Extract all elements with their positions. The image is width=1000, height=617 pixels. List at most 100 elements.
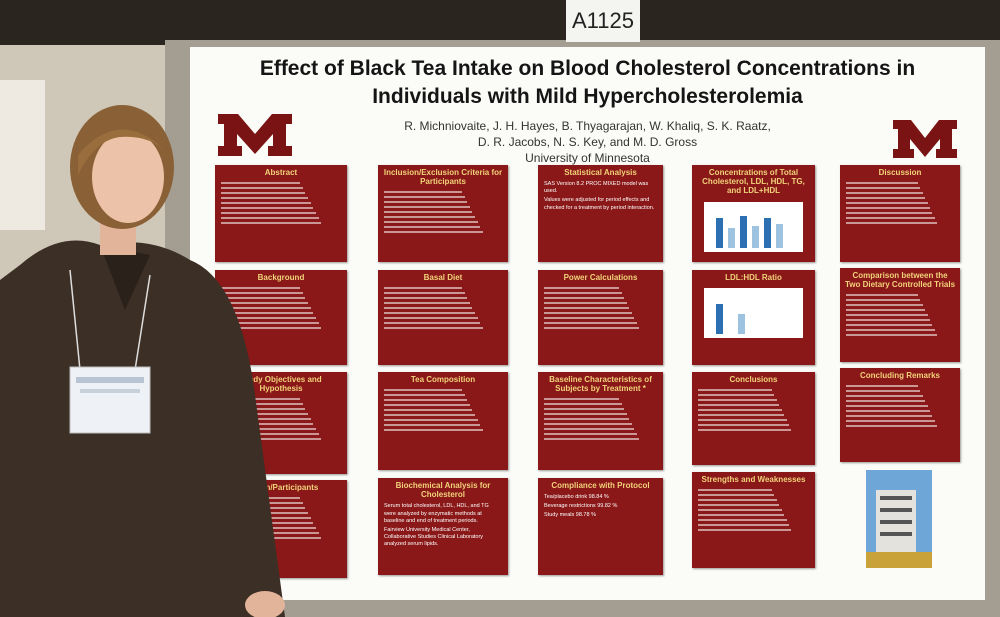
text-line [544,307,629,310]
panel-title: LDL:HDL Ratio [725,273,782,282]
text-line [221,428,317,431]
chart-image [704,201,803,252]
text-line [698,389,772,392]
panel-title: Baseline Characteristics of Subjects by … [549,375,652,394]
poster-panel: Concentrations of Total Cholesterol, LDL… [692,165,815,262]
text-line [698,404,780,407]
text-line [221,317,317,320]
decor-bar [716,217,724,248]
text-line [384,322,481,325]
panel-title: Strengths and Weaknesses [701,475,806,484]
decor-bar [738,314,746,335]
text-line [846,217,935,220]
text-line [221,207,314,210]
text-line [698,394,775,397]
text-line [698,424,790,427]
text-line [698,519,787,522]
text-line [221,297,306,300]
text-line [846,309,926,312]
text-line [544,398,619,401]
poster-panel: Abstract [215,165,347,262]
body-line: Serum total cholesterol, LDL, HDL, and T… [384,503,489,524]
text-line [544,302,627,305]
body-line: Fairview University Medical Center, Coll… [384,526,484,548]
text-line [698,494,775,497]
text-line [544,423,632,426]
text-line [221,192,306,195]
poster-panel: Basal Diet [378,270,508,365]
text-line [846,314,928,317]
text-line [698,419,787,422]
presenter [0,105,285,617]
panel-title: Inclusion/Exclusion Criteria for Partici… [383,168,503,187]
text-line [221,423,314,426]
text-line [221,312,314,315]
body-line: Study meals 98.78 % [544,512,596,519]
title-line: Effect of Black Tea Intake on Blood Chol… [259,57,916,80]
text-line [384,399,468,402]
text-line [846,212,933,215]
text-line [221,438,322,441]
text-line [698,504,780,507]
text-line [384,221,478,224]
poster-panel: Concluding Remarks [840,368,960,462]
text-line [221,398,301,401]
title-line: Individuals with Mild Hypercholesterolem… [372,85,803,108]
body-line: Beverage restrictions 99.82 % [544,503,618,510]
text-line [544,287,619,290]
author-line: D. R. Jacobs, N. S. Key, and M. D. Gross [477,135,698,149]
text-line [544,413,627,416]
text-line [846,192,923,195]
decor-bar [776,223,784,248]
text-line [384,424,481,427]
text-line [384,226,481,229]
text-line [846,329,935,332]
panel-title: Concentrations of Total Cholesterol, LDL… [702,168,805,196]
text-line [221,433,319,436]
panel-title: Background [257,273,305,282]
text-line [846,400,926,403]
text-line [384,196,465,199]
text-line [698,414,785,417]
text-line [221,222,322,225]
panel-title: Design/Participants [243,483,319,492]
text-line [384,216,475,219]
text-line [384,297,468,300]
poster-panel: Biochemical Analysis for Cholesterol Seru… [378,478,508,575]
text-line [384,419,478,422]
text-line [221,212,317,215]
text-line [384,287,462,290]
text-line [846,294,918,297]
panel-title: Abstract [264,168,298,177]
body-line: Tea/placebo drink 98.84 % [544,494,609,501]
text-line [846,182,918,185]
text-line [544,428,634,431]
text-line [221,322,319,325]
panel-title: Power Calculations [563,273,638,282]
text-line [221,403,303,406]
text-line [846,319,930,322]
text-line [544,438,639,441]
text-line [221,302,309,305]
author-line: R. Michniovaite, J. H. Hayes, B. Thyagar… [404,119,771,133]
poster-panel: Conclusions [692,372,815,465]
text-line [846,410,930,413]
panel-body: SAS Version 8.2 PROC MIXED model was use… [538,179,663,216]
text-line [384,404,470,407]
panel-title: Study Objectives and Hypothesis [240,375,322,394]
text-line [221,292,303,295]
poster-panel: Tea Composition [378,372,508,470]
text-line [544,327,639,330]
text-line [384,394,465,397]
text-line [544,433,637,436]
text-line [384,292,465,295]
text-line [544,312,632,315]
text-line [846,420,935,423]
text-line [221,408,306,411]
text-line [544,408,624,411]
text-line [384,191,462,194]
logo-right [893,120,957,158]
wall-panel [0,80,45,230]
text-line [384,231,483,234]
text-line [221,197,309,200]
